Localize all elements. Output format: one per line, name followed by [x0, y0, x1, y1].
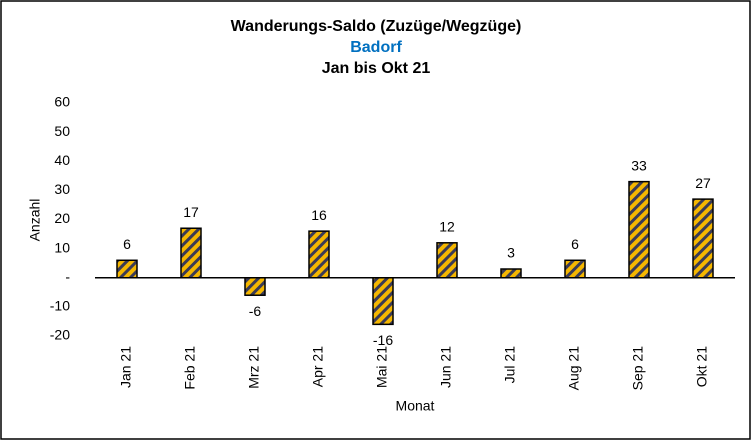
x-tick-label: Jun 21 — [438, 346, 454, 388]
y-tick-label: 40 — [54, 152, 70, 168]
y-tick-label: 30 — [54, 181, 70, 197]
x-tick-label: Mrz 21 — [246, 346, 262, 389]
y-tick-label: 60 — [54, 94, 70, 110]
bar — [628, 180, 650, 279]
value-label: 17 — [183, 204, 199, 220]
chart-title: Wanderungs-Saldo (Zuzüge/Wegzüge) — [231, 18, 522, 35]
value-label: 27 — [695, 175, 711, 191]
value-label: 12 — [439, 219, 455, 235]
bar — [436, 242, 458, 279]
bar — [372, 277, 394, 326]
x-tick-label: Feb 21 — [182, 346, 198, 390]
y-tick-label: - — [65, 268, 70, 284]
value-label: 6 — [571, 236, 579, 252]
bar — [244, 277, 266, 296]
value-label: 33 — [631, 157, 647, 173]
y-tick-label: 50 — [54, 123, 70, 139]
x-tick-label: Aug 21 — [566, 346, 582, 391]
y-tick-label: -20 — [50, 327, 70, 343]
y-axis-label: Anzahl — [27, 199, 43, 242]
x-tick-label: Okt 21 — [694, 346, 710, 387]
x-tick-label: Mai 21 — [374, 346, 390, 388]
value-label: 6 — [123, 236, 131, 252]
chart-subtitle: Badorf — [350, 39, 402, 56]
bar — [116, 259, 138, 279]
x-tick-label: Sep 21 — [630, 346, 646, 391]
bar — [500, 268, 522, 279]
value-label: -6 — [249, 303, 262, 319]
x-tick-label: Jan 21 — [118, 346, 134, 388]
value-label: -16 — [373, 332, 393, 348]
y-tick-label: 10 — [54, 239, 70, 255]
x-axis-label: Monat — [396, 398, 435, 414]
x-tick-label: Apr 21 — [310, 346, 326, 387]
bar — [692, 198, 714, 279]
chart-period: Jan bis Okt 21 — [322, 60, 431, 77]
value-label: 16 — [311, 207, 327, 223]
x-tick-label: Jul 21 — [502, 346, 518, 384]
bar — [564, 259, 586, 279]
value-label: 3 — [507, 245, 515, 261]
y-tick-label: 20 — [54, 210, 70, 226]
bar — [180, 227, 202, 279]
y-tick-label: -10 — [50, 298, 70, 314]
bar — [308, 230, 330, 279]
